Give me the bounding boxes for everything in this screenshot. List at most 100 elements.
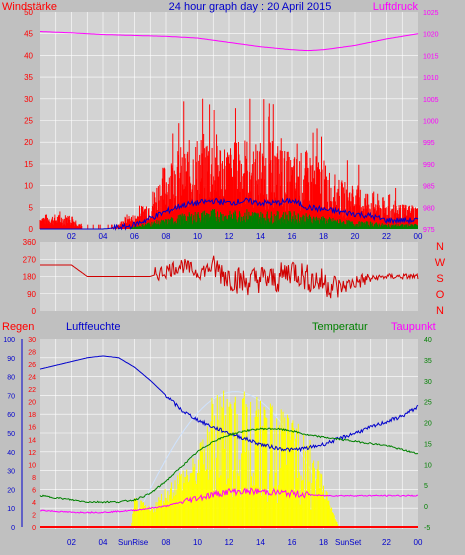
rain-tick: 30	[28, 337, 36, 344]
x-tick-label: 16	[288, 232, 297, 241]
humidity-tick: 10	[7, 506, 15, 513]
temp-tick: 15	[424, 441, 432, 448]
wind-left-tick: 30	[24, 95, 33, 104]
rain-tick: 28	[28, 350, 36, 357]
wind-left-tick: 40	[24, 51, 33, 60]
x-tick-label: 12	[225, 232, 234, 241]
wind-left-tick: 5	[29, 203, 34, 212]
wind-right-tick: 1015	[423, 53, 439, 60]
x-tick-label: 04	[99, 232, 108, 241]
x-tick-label: 08	[162, 232, 171, 241]
rain-tick: 16	[28, 425, 36, 432]
wind-left-tick: 20	[24, 138, 33, 147]
x-tick-label: 20	[351, 232, 360, 241]
rain-tick: 24	[28, 375, 36, 382]
rain-tick: 2	[32, 512, 36, 519]
x-tick-label: 16	[288, 538, 297, 547]
humidity-tick: 60	[7, 412, 15, 419]
wind-mean-line	[40, 197, 419, 231]
wind-right-tick: 980	[423, 205, 435, 212]
direction-tick: 180	[23, 273, 37, 282]
humidity-tick: 40	[7, 450, 15, 457]
wind-left-label: Windstärke	[2, 1, 57, 13]
rain-tick: 6	[32, 487, 36, 494]
wind-right-tick: 1000	[423, 119, 439, 126]
temp-tick: 25	[424, 400, 432, 407]
compass-label: S	[436, 273, 443, 285]
temp-tick: 5	[424, 483, 428, 490]
wind-right-tick: 1005	[423, 97, 439, 104]
humidity-tick: 100	[3, 337, 15, 344]
rain-tick: 10	[28, 462, 36, 469]
compass-label: N	[436, 241, 444, 253]
humidity-tick: 80	[7, 375, 15, 382]
x-tick-label: 06	[130, 232, 139, 241]
wind-right-tick: 1010	[423, 75, 439, 82]
x-tick-label: 00	[414, 232, 423, 241]
wind-right-tick: 995	[423, 140, 435, 147]
wind-left-tick: 35	[24, 73, 33, 82]
temperature-line	[39, 427, 419, 504]
x-tick-label: 14	[256, 232, 265, 241]
sunset-label: SunSet	[335, 538, 362, 547]
humidity-tick: 30	[7, 469, 15, 476]
pressure-line	[39, 31, 419, 52]
direction-tick: 270	[23, 255, 37, 264]
rain-tick: 18	[28, 412, 36, 419]
rain-tick: 8	[32, 475, 36, 482]
wind-left-tick: 15	[24, 160, 33, 169]
rain-tick: 26	[28, 362, 36, 369]
x-tick-label: 04	[99, 538, 108, 547]
humidity-tick: 70	[7, 393, 15, 400]
humidity-tick: 20	[7, 487, 15, 494]
taupunkt-label: Taupunkt	[391, 321, 436, 333]
temp-tick: 10	[424, 462, 432, 469]
wind-right-tick: 1025	[423, 10, 439, 17]
sunrise-label: SunRise	[118, 538, 149, 547]
compass-label: O	[436, 289, 445, 301]
wind-left-tick: 50	[24, 8, 33, 17]
wind-right-tick: 990	[423, 162, 435, 169]
rain-tick: 20	[28, 400, 36, 407]
x-tick-label: 22	[382, 232, 391, 241]
direction-tick: 90	[27, 290, 36, 299]
x-tick-label: 10	[193, 538, 202, 547]
humidity-tick: 50	[7, 431, 15, 438]
wind-direction-line	[40, 255, 419, 299]
x-tick-label: 14	[256, 538, 265, 547]
temp-tick: 40	[424, 337, 432, 344]
compass-label: N	[436, 305, 444, 317]
x-tick-label: 02	[67, 538, 76, 547]
temp-tick: 30	[424, 379, 432, 386]
x-tick-label: 22	[382, 538, 391, 547]
wind-left-tick: 45	[24, 30, 33, 39]
x-tick-label: 00	[414, 538, 423, 547]
wind-right-tick: 985	[423, 184, 435, 191]
temp-tick: 35	[424, 358, 432, 365]
dewpoint-line	[40, 487, 418, 514]
rain-tick: 14	[28, 437, 36, 444]
direction-tick: 0	[32, 307, 37, 316]
x-tick-label: 18	[319, 232, 328, 241]
x-tick-label: 08	[162, 538, 171, 547]
wind-right-label: Luftdruck	[373, 1, 419, 13]
wind-left-tick: 10	[24, 182, 33, 191]
humidity-line	[39, 355, 419, 453]
wind-right-tick: 975	[423, 227, 435, 234]
regen-label: Regen	[2, 321, 34, 333]
rain-tick: 12	[28, 450, 36, 457]
luftfeuchte-label: Luftfeuchte	[66, 321, 120, 333]
direction-tick: 360	[23, 238, 37, 247]
humidity-tick: 0	[11, 525, 15, 532]
x-tick-label: 02	[67, 232, 76, 241]
wind-right-tick: 1020	[423, 32, 439, 39]
compass-label: W	[435, 257, 446, 269]
rain-tick: 4	[32, 500, 36, 507]
rain-tick: 22	[28, 387, 36, 394]
chart-title: 24 hour graph day : 20 April 2015	[169, 1, 332, 13]
temp-tick: 20	[424, 421, 432, 428]
x-tick-label: 12	[225, 538, 234, 547]
humidity-tick: 90	[7, 356, 15, 363]
x-tick-label: 10	[193, 232, 202, 241]
